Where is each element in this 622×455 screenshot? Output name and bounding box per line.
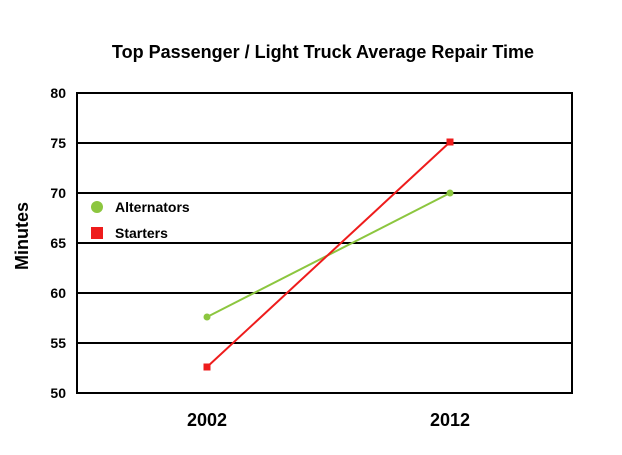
y-tick-label: 60 [50, 285, 66, 301]
legend-item: Starters [91, 225, 168, 241]
x-tick-labels: 2002 2012 [187, 410, 470, 430]
y-tick-label: 55 [50, 335, 66, 351]
y-tick-labels: 50 55 60 65 70 75 80 [50, 85, 66, 401]
legend-marker [91, 227, 103, 239]
x-tick-label: 2012 [430, 410, 470, 430]
data-point [203, 313, 211, 321]
grid-layer [77, 92, 572, 394]
y-tick-label: 70 [50, 185, 66, 201]
legend: Alternators Starters [91, 199, 190, 241]
plot-frame [76, 92, 573, 394]
data-point [446, 189, 454, 197]
series-starters [203, 138, 454, 371]
legend-item: Alternators [91, 199, 190, 215]
x-tick-label: 2002 [187, 410, 227, 430]
series-layer [203, 138, 454, 371]
y-tick-label: 75 [50, 135, 66, 151]
chart-title: Top Passenger / Light Truck Average Repa… [112, 42, 534, 62]
y-tick-label: 50 [50, 385, 66, 401]
legend-label: Alternators [115, 199, 190, 215]
y-axis-label: Minutes [12, 202, 32, 270]
y-tick-label: 80 [50, 85, 66, 101]
legend-marker [91, 201, 103, 213]
series-line [206, 141, 451, 368]
legend-label: Starters [115, 225, 168, 241]
y-tick-label: 65 [50, 235, 66, 251]
data-point [203, 363, 211, 371]
data-point [446, 138, 454, 146]
